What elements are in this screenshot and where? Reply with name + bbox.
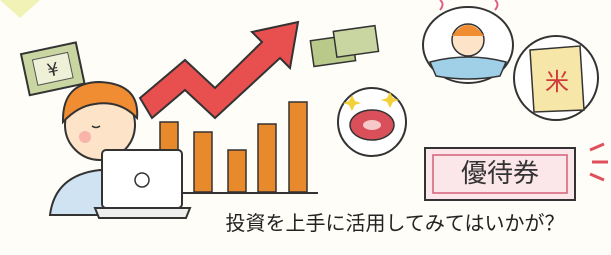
page: ¥ [0, 0, 611, 255]
laptop [95, 150, 190, 218]
rice-symbol: 米 [545, 68, 569, 96]
rice-bubble: 米 [514, 36, 598, 120]
ticket-text: 優待券 [461, 159, 539, 189]
meat-bubble [338, 88, 406, 156]
caption: 投資を上手に活用してみてはいかが？ [226, 211, 565, 235]
illustration: ¥ [0, 0, 611, 255]
